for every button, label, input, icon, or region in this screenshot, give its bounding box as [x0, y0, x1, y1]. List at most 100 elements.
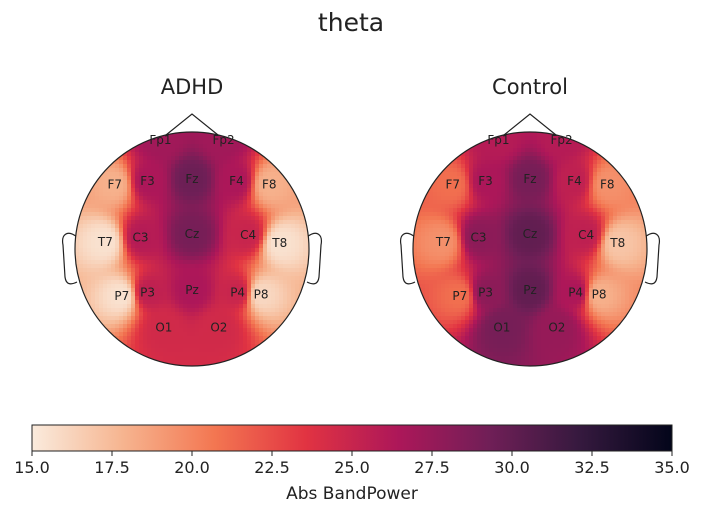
heatmap-cell	[191, 236, 196, 241]
heatmap-cell	[553, 240, 558, 245]
heatmap-cell	[127, 292, 132, 297]
heatmap-cell	[107, 288, 112, 293]
heatmap-cell	[199, 212, 204, 217]
heatmap-cell	[131, 200, 136, 205]
heatmap-cell	[521, 236, 526, 241]
heatmap-cell	[203, 168, 208, 173]
heatmap-cell	[263, 328, 268, 333]
heatmap-cell	[103, 276, 108, 281]
heatmap-cell	[577, 288, 582, 293]
electrode-label-o2: O2	[210, 320, 227, 334]
heatmap-cell	[135, 180, 140, 185]
heatmap-cell	[605, 256, 610, 261]
heatmap-cell	[107, 256, 112, 261]
heatmap-cell	[263, 228, 268, 233]
heatmap-cell	[243, 228, 248, 233]
heatmap-cell	[175, 168, 180, 173]
heatmap-cell	[139, 328, 144, 333]
heatmap-cell	[175, 192, 180, 197]
heatmap-cell	[91, 296, 96, 301]
heatmap-cell	[525, 224, 530, 229]
heatmap-cell	[545, 132, 550, 137]
heatmap-cell	[115, 212, 120, 217]
heatmap-cell	[215, 304, 220, 309]
heatmap-cell	[191, 292, 196, 297]
heatmap-cell	[163, 140, 168, 145]
heatmap-cell	[569, 240, 574, 245]
heatmap-cell	[433, 196, 438, 201]
heatmap-cell	[461, 192, 466, 197]
heatmap-cell	[271, 200, 276, 205]
heatmap-cell	[445, 272, 450, 277]
heatmap-cell	[561, 284, 566, 289]
heatmap-cell	[593, 164, 598, 169]
heatmap-cell	[425, 216, 430, 221]
heatmap-cell	[637, 228, 642, 233]
heatmap-cell	[167, 356, 172, 361]
heatmap-cell	[247, 204, 252, 209]
heatmap-cell	[215, 156, 220, 161]
heatmap-cell	[211, 192, 216, 197]
heatmap-cell	[259, 300, 264, 305]
heatmap-cell	[239, 204, 244, 209]
heatmap-cell	[243, 348, 248, 353]
heatmap-cell	[449, 276, 454, 281]
heatmap-cell	[533, 256, 538, 261]
heatmap-cell	[287, 272, 292, 277]
heatmap-cell	[425, 240, 430, 245]
heatmap-cell	[251, 316, 256, 321]
heatmap-cell	[223, 332, 228, 337]
heatmap-cell	[605, 180, 610, 185]
heatmap-cell	[239, 264, 244, 269]
heatmap-cell	[143, 220, 148, 225]
heatmap-cell	[621, 192, 626, 197]
heatmap-cell	[183, 280, 188, 285]
heatmap-cell	[91, 248, 96, 253]
heatmap-cell	[569, 220, 574, 225]
heatmap-cell	[605, 260, 610, 265]
heatmap-cell	[147, 312, 152, 317]
heatmap-cell	[179, 348, 184, 353]
heatmap-cell	[441, 284, 446, 289]
heatmap-cell	[115, 264, 120, 269]
heatmap-cell	[625, 280, 630, 285]
heatmap-cell	[537, 188, 542, 193]
heatmap-cell	[139, 196, 144, 201]
heatmap-cell	[621, 276, 626, 281]
heatmap-cell	[421, 288, 426, 293]
heatmap-cell	[573, 260, 578, 265]
heatmap-cell	[425, 244, 430, 249]
heatmap-cell	[143, 200, 148, 205]
heatmap-cell	[251, 268, 256, 273]
heatmap-cell	[553, 208, 558, 213]
heatmap-cell	[203, 160, 208, 165]
heatmap-cell	[625, 248, 630, 253]
heatmap-cell	[609, 168, 614, 173]
heatmap-cell	[521, 172, 526, 177]
heatmap-cell	[581, 184, 586, 189]
heatmap-cell	[457, 220, 462, 225]
heatmap-cell	[283, 324, 288, 329]
heatmap-cell	[231, 312, 236, 317]
heatmap-cell	[207, 192, 212, 197]
heatmap-cell	[641, 208, 646, 213]
heatmap-cell	[493, 196, 498, 201]
heatmap-cell	[497, 144, 502, 149]
heatmap-cell	[119, 272, 124, 277]
heatmap-cell	[231, 244, 236, 249]
heatmap-cell	[239, 240, 244, 245]
heatmap-cell	[597, 240, 602, 245]
heatmap-cell	[171, 244, 176, 249]
heatmap-cell	[433, 276, 438, 281]
heatmap-cell	[259, 180, 264, 185]
heatmap-cell	[171, 200, 176, 205]
heatmap-cell	[91, 236, 96, 241]
heatmap-cell	[577, 236, 582, 241]
heatmap-cell	[155, 280, 160, 285]
heatmap-cell	[195, 220, 200, 225]
heatmap-cell	[243, 192, 248, 197]
heatmap-cell	[219, 160, 224, 165]
heatmap-cell	[605, 212, 610, 217]
heatmap-cell	[135, 152, 140, 157]
heatmap-cell	[441, 288, 446, 293]
